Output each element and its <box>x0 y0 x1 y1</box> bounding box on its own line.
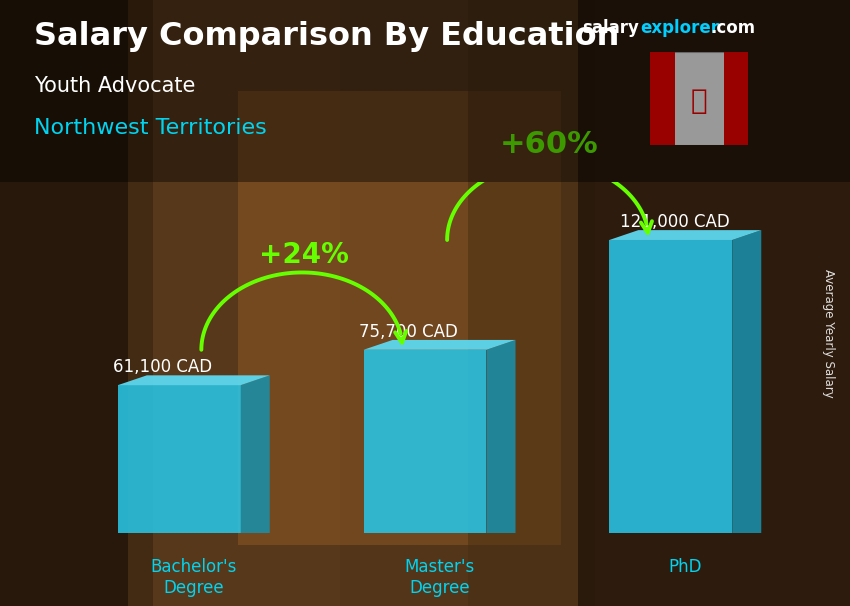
Text: PhD: PhD <box>669 558 702 576</box>
Polygon shape <box>364 340 515 350</box>
Text: Average Yearly Salary: Average Yearly Salary <box>822 269 836 398</box>
Text: Northwest Territories: Northwest Territories <box>34 118 267 138</box>
Polygon shape <box>118 385 241 533</box>
Polygon shape <box>609 240 732 533</box>
Polygon shape <box>732 230 762 533</box>
Text: 121,000 CAD: 121,000 CAD <box>620 213 730 231</box>
Text: +60%: +60% <box>500 130 598 159</box>
Polygon shape <box>486 340 515 533</box>
Text: salary: salary <box>582 19 639 38</box>
Polygon shape <box>609 230 762 240</box>
Text: 🍁: 🍁 <box>691 87 707 115</box>
Bar <box>650 52 675 145</box>
Polygon shape <box>118 375 269 385</box>
Text: 75,700 CAD: 75,700 CAD <box>359 323 458 341</box>
Text: +24%: +24% <box>258 241 348 269</box>
Text: .com: .com <box>710 19 755 38</box>
Text: explorer: explorer <box>640 19 719 38</box>
Text: Salary Comparison By Education: Salary Comparison By Education <box>34 21 620 52</box>
Text: Youth Advocate: Youth Advocate <box>34 76 196 96</box>
Polygon shape <box>364 350 486 533</box>
Text: Bachelor's
Degree: Bachelor's Degree <box>150 558 237 597</box>
Bar <box>723 52 748 145</box>
Text: 61,100 CAD: 61,100 CAD <box>113 358 212 376</box>
Text: Master's
Degree: Master's Degree <box>405 558 474 597</box>
Polygon shape <box>241 375 269 533</box>
